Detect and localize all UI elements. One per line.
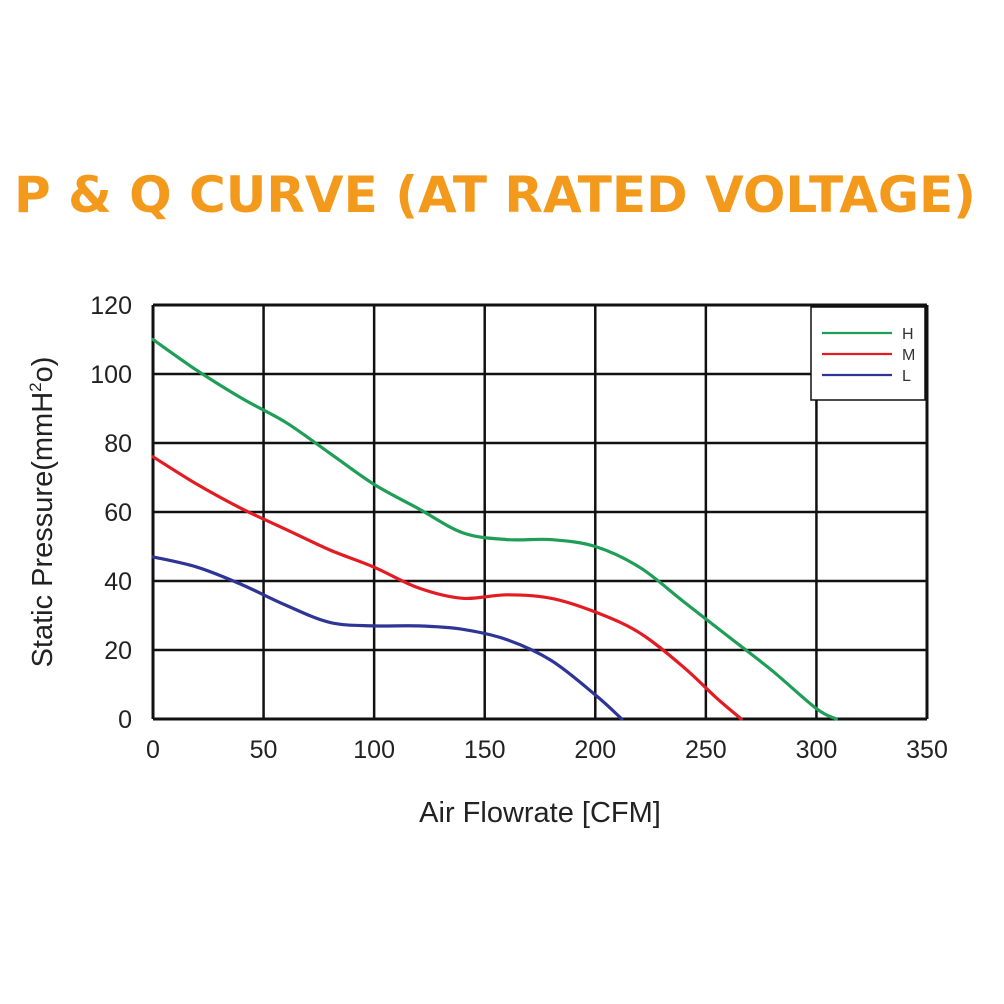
y-tick-labels: 0 20 40 60 80 100 120 [90,292,132,734]
x-tick-label: 200 [574,736,616,764]
x-tick-labels: 0 50 100 150 200 250 300 350 [146,736,948,764]
y-tick-label: 100 [90,361,132,389]
y-tick-label: 80 [104,430,132,458]
legend: HML [810,306,926,401]
legend-label-m: M [902,347,915,364]
series-line-m [151,455,743,721]
x-tick-label: 250 [685,736,727,764]
y-axis-label-main: Static Pressure(mmH [27,392,59,668]
x-tick-label: 0 [146,736,160,764]
legend-label-l: L [902,368,911,385]
x-tick-label: 350 [906,736,948,764]
y-tick-label: 40 [104,568,132,596]
y-tick-label: 20 [104,637,132,665]
x-axis-label: Air Flowrate [CFM] [419,797,661,829]
x-tick-label: 100 [353,736,395,764]
grid [151,303,929,721]
series-line-l [151,555,624,721]
y-axis-label-tail: o) [27,357,59,383]
x-tick-label: 300 [796,736,838,764]
y-axis-label-superscript: 2 [26,382,45,391]
chart-title: P & Q CURVE (AT RATED VOLTAGE) [14,166,976,224]
legend-label-h: H [902,326,914,343]
y-tick-label: 60 [104,499,132,527]
y-tick-label: 0 [118,706,132,734]
series-line-h [151,337,838,721]
x-tick-label: 50 [250,736,278,764]
x-tick-label: 150 [464,736,506,764]
y-tick-label: 120 [90,292,132,320]
series-lines [151,337,838,721]
y-axis-label: Static Pressure(mmH2o) [26,357,59,668]
